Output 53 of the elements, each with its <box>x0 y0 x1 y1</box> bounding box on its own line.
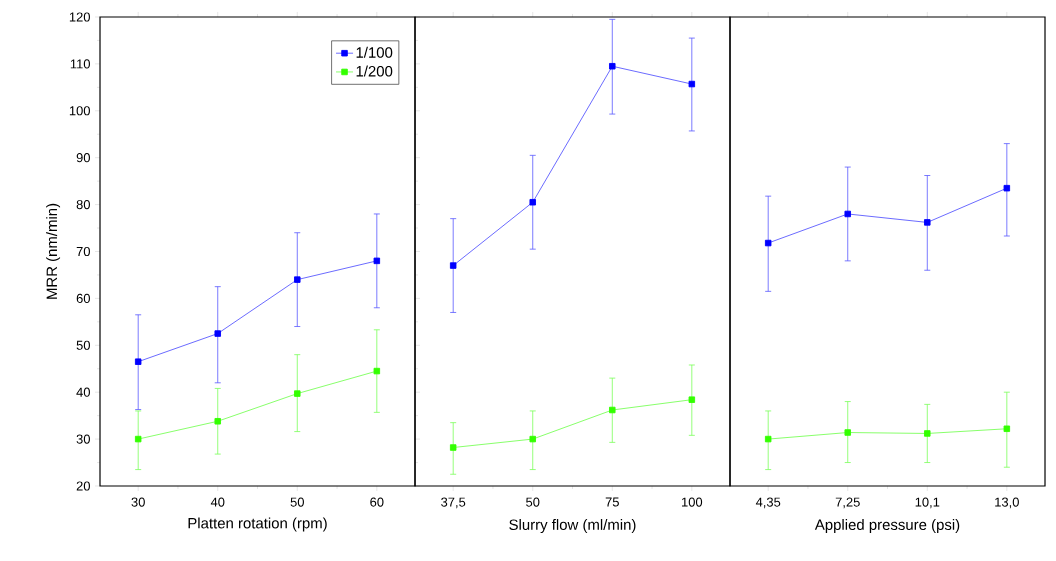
legend-label: 1/100 <box>356 46 393 58</box>
point <box>134 358 142 365</box>
point <box>294 390 301 397</box>
x-tick-label: 4,35 <box>755 497 781 509</box>
x-tick-label: 30 <box>131 497 145 507</box>
x-tick-label: 50 <box>290 497 304 507</box>
y-tick-label: 70 <box>76 246 90 257</box>
x-tick-label: 60 <box>370 497 384 507</box>
point <box>609 62 616 70</box>
x-axis-title: Slurry flow (ml/min) <box>509 519 636 533</box>
y-tick-label: 80 <box>76 200 90 210</box>
point <box>844 210 851 218</box>
y-tick-label: 20 <box>76 481 90 491</box>
y-tick-label: 100 <box>69 106 90 116</box>
x-tick-label: 13,0 <box>995 497 1019 509</box>
x-tick-label: 37,5 <box>441 497 466 509</box>
point <box>1003 184 1011 192</box>
point <box>214 418 221 425</box>
x-axis-title: Platten rotation (rpm) <box>188 517 327 532</box>
point <box>294 276 301 283</box>
y-tick-label: 40 <box>76 387 90 397</box>
point <box>449 444 457 451</box>
x-axis-title: Applied pressure (psi) <box>814 519 960 533</box>
point <box>214 330 221 337</box>
y-tick-label: 50 <box>76 340 90 350</box>
x-tick-label: 40 <box>210 497 225 507</box>
point <box>373 257 381 265</box>
point <box>688 396 696 403</box>
x-tick-label: 7,25 <box>835 497 860 509</box>
x-tick-label: 100 <box>682 497 703 507</box>
y-tick-label: 30 <box>76 434 90 444</box>
point <box>764 435 772 443</box>
y-axis-title: MRR (nm/min) <box>46 203 61 299</box>
point <box>373 367 381 375</box>
point <box>1003 425 1011 433</box>
point <box>529 199 536 206</box>
point <box>609 406 616 414</box>
y-tick-label: 120 <box>69 12 90 22</box>
point <box>924 219 931 226</box>
point <box>529 435 536 443</box>
point <box>764 239 772 247</box>
point <box>449 262 457 269</box>
x-tick-label: 10,1 <box>915 497 940 509</box>
point <box>688 80 696 88</box>
point <box>924 430 931 437</box>
y-tick-label: 90 <box>76 153 90 163</box>
legend-label: 1/200 <box>356 65 393 77</box>
point <box>844 429 851 436</box>
x-tick-label: 50 <box>526 497 540 507</box>
point <box>134 435 142 443</box>
y-tick-label: 110 <box>70 59 90 69</box>
x-tick-label: 75 <box>605 497 619 507</box>
y-tick-label: 60 <box>76 293 90 303</box>
